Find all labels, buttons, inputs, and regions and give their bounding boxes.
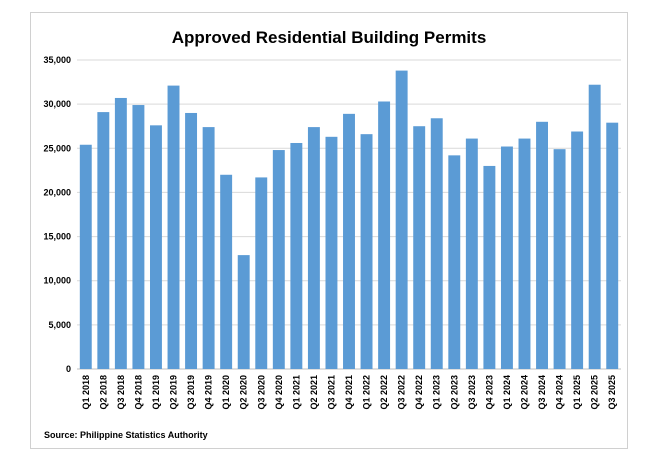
y-tick-label: 15,000	[43, 232, 71, 242]
x-tick-label: Q4 2024	[555, 375, 565, 410]
x-tick-label: Q4 2018	[133, 375, 143, 410]
bar	[307, 127, 320, 369]
source-note: Source: Philippine Statistics Authority	[44, 430, 208, 440]
bar	[395, 70, 408, 369]
bar	[220, 174, 233, 369]
y-tick-label: 10,000	[43, 276, 71, 286]
x-tick-label: Q3 2020	[256, 375, 266, 410]
x-tick-label: Q3 2019	[186, 375, 196, 410]
x-tick-label: Q1 2019	[151, 375, 161, 410]
bar	[132, 105, 145, 369]
x-tick-label: Q1 2024	[502, 375, 512, 410]
x-tick-label: Q3 2022	[397, 375, 407, 410]
bar	[114, 97, 127, 370]
x-tick-label: Q3 2024	[537, 375, 547, 410]
y-axis: 0 5,000 10,000 15,000 20,000 25,000 30,000 35,0…	[43, 55, 71, 374]
bar	[430, 118, 443, 370]
y-tick-label: 35,000	[43, 55, 71, 65]
x-tick-label: Q1 2020	[221, 375, 231, 410]
x-tick-label: Q1 2018	[81, 375, 91, 410]
bar	[518, 138, 531, 369]
x-tick-label: Q1 2022	[362, 375, 372, 410]
bar	[150, 125, 162, 369]
bar	[588, 84, 601, 369]
x-tick-label: Q4 2023	[484, 375, 494, 410]
bar	[167, 85, 180, 369]
bar	[378, 101, 391, 370]
y-tick-label: 25,000	[43, 143, 71, 153]
x-tick-label: Q1 2021	[291, 375, 301, 410]
bar	[255, 177, 268, 369]
x-tick-label: Q1 2025	[572, 375, 582, 410]
y-tick-label: 30,000	[43, 99, 71, 109]
y-tick-label: 0	[66, 364, 71, 374]
bar	[606, 122, 619, 370]
x-tick-label: Q3 2025	[607, 375, 617, 410]
x-tick-label: Q2 2023	[449, 375, 459, 410]
bar	[185, 112, 198, 369]
bar	[343, 113, 355, 369]
x-axis: Q1 2018 Q2 2018 Q3 2018 Q4 2018 Q1 2019 Q2 20…	[81, 375, 617, 410]
x-tick-label: Q4 2021	[344, 375, 354, 410]
x-tick-label: Q2 2024	[519, 375, 529, 410]
bar	[360, 134, 373, 369]
x-tick-label: Q1 2023	[432, 375, 442, 410]
x-tick-label: Q3 2023	[467, 375, 477, 410]
bar	[97, 112, 110, 369]
bar	[465, 138, 478, 369]
bar	[483, 165, 496, 369]
bar	[448, 155, 461, 369]
x-tick-label: Q2 2025	[590, 375, 600, 410]
x-tick-label: Q3 2018	[116, 375, 126, 410]
bars	[79, 70, 619, 370]
bar	[237, 255, 250, 369]
x-tick-label: Q2 2022	[379, 375, 389, 410]
x-tick-label: Q2 2018	[98, 375, 108, 410]
bar	[413, 126, 426, 370]
bar	[79, 144, 92, 369]
bar	[571, 131, 584, 369]
x-tick-label: Q2 2020	[239, 375, 249, 410]
bar	[272, 150, 285, 369]
x-tick-label: Q3 2021	[326, 375, 336, 410]
bar	[536, 121, 548, 369]
x-tick-label: Q4 2019	[204, 375, 214, 410]
chart-title: Approved Residential Building Permits	[171, 28, 487, 47]
bar	[553, 149, 566, 369]
bar	[325, 136, 338, 369]
x-tick-label: Q4 2022	[414, 375, 424, 410]
y-tick-label: 20,000	[43, 187, 71, 197]
x-tick-label: Q2 2019	[169, 375, 179, 410]
x-tick-label: Q2 2021	[309, 375, 319, 410]
x-tick-label: Q4 2020	[274, 375, 284, 410]
bar	[500, 146, 513, 369]
bar	[290, 142, 303, 369]
y-tick-label: 5,000	[48, 320, 71, 330]
bar	[202, 127, 215, 369]
